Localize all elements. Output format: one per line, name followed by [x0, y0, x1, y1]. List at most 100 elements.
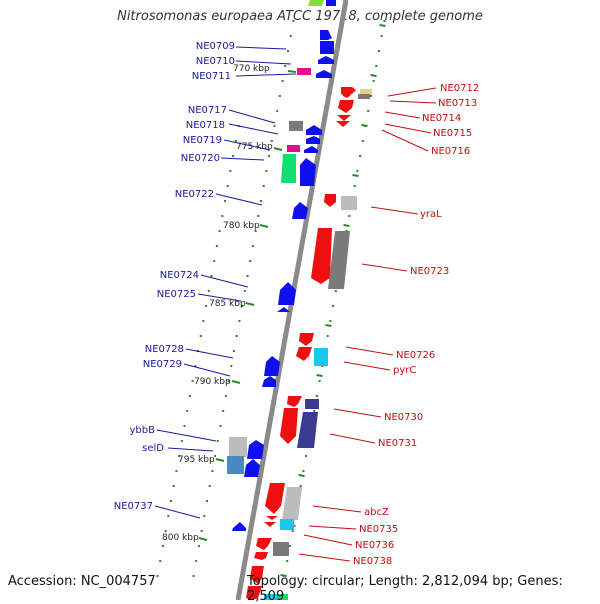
gene-label-ne0725[interactable]: NE0725: [157, 289, 196, 300]
gene-label-pyrc[interactable]: pyrC: [393, 365, 416, 376]
leader-line: [370, 206, 419, 215]
gene-feature: [281, 154, 296, 183]
track-tick: [270, 140, 273, 142]
leader-line: [343, 361, 391, 371]
leader-line: [312, 505, 362, 513]
gene-feature: [289, 121, 303, 131]
gene-label-ybbb[interactable]: ybbB: [130, 425, 156, 436]
track-tick: [221, 215, 224, 217]
gene-label-ne0712[interactable]: NE0712: [440, 83, 479, 94]
gene-label-ne0714[interactable]: NE0714: [422, 113, 461, 124]
gene-label-yral[interactable]: yraL: [420, 209, 442, 220]
gene-label-seld[interactable]: selD: [142, 443, 164, 454]
gene-label-ne0719[interactable]: NE0719: [183, 135, 222, 146]
gene-feature: [336, 121, 350, 127]
track-tick: [329, 320, 332, 322]
gene-label-ne0724[interactable]: NE0724: [160, 270, 199, 281]
gene-label-ne0711[interactable]: NE0711: [192, 71, 231, 82]
track-tick: [188, 395, 191, 397]
gene-label-ne0728[interactable]: NE0728: [145, 344, 184, 355]
kbp-label: 785 kbp: [209, 299, 246, 309]
gene-label-ne0718[interactable]: NE0718: [186, 120, 225, 131]
track-tick: [224, 395, 227, 397]
track-tick: [186, 410, 189, 412]
track-tick: [172, 485, 175, 487]
track-tick: [348, 215, 351, 217]
track-tick: [257, 215, 260, 217]
leader-line: [223, 139, 271, 151]
track-tick: [238, 320, 241, 322]
gene-feature: [337, 115, 351, 121]
gene-label-ne0717[interactable]: NE0717: [188, 105, 227, 116]
track-tick: [356, 170, 359, 172]
track-tick: [167, 515, 170, 517]
leader-line: [345, 346, 394, 356]
track-tick: [369, 95, 372, 97]
gene-feature: [264, 594, 278, 600]
track-tick: [229, 170, 232, 172]
gene-feature: [326, 0, 336, 6]
track-tick: [216, 440, 219, 442]
gene-feature: [297, 68, 311, 75]
leader-line: [308, 525, 357, 530]
leader-line: [154, 505, 201, 519]
gene-label-ne0737[interactable]: NE0737: [114, 501, 153, 512]
gene-feature: [304, 146, 318, 153]
track-dash: [298, 474, 305, 477]
gene-feature: [306, 125, 322, 135]
gene-feature: [299, 333, 314, 346]
gene-feature: [278, 594, 288, 600]
leader-line: [387, 87, 437, 97]
track-tick: [230, 365, 233, 367]
track-dash: [352, 174, 359, 177]
gene-feature: [282, 487, 302, 520]
gene-label-ne0726[interactable]: NE0726: [396, 350, 435, 361]
gene-feature: [316, 70, 332, 78]
gene-feature: [297, 412, 318, 448]
gene-label-ne0736[interactable]: NE0736: [355, 540, 394, 551]
gene-feature: [227, 456, 244, 474]
gene-label-ne0738[interactable]: NE0738: [353, 556, 392, 567]
gene-label-ne0710[interactable]: NE0710: [196, 56, 235, 67]
gene-feature: [306, 136, 320, 144]
gene-label-abcz[interactable]: abcZ: [364, 507, 389, 518]
track-tick: [241, 305, 244, 307]
leader-line: [384, 123, 432, 134]
gene-label-ne0723[interactable]: NE0723: [410, 266, 449, 277]
gene-label-ne0722[interactable]: NE0722: [175, 189, 214, 200]
gene-label-ne0715[interactable]: NE0715: [433, 128, 472, 139]
track-tick: [361, 140, 364, 142]
gene-feature: [358, 94, 370, 99]
gene-label-ne0720[interactable]: NE0720: [181, 153, 220, 164]
right-leader-lines: [298, 87, 437, 562]
gene-label-ne0735[interactable]: NE0735: [359, 524, 398, 535]
track-tick: [302, 470, 305, 472]
track-tick: [268, 155, 271, 157]
track-tick: [194, 365, 197, 367]
gene-feature: [265, 483, 285, 514]
kbp-label: 790 kbp: [194, 377, 231, 387]
gene-feature: [292, 202, 308, 219]
track-tick: [273, 125, 276, 127]
gene-label-ne0730[interactable]: NE0730: [384, 412, 423, 423]
map-title: Nitrosomonas europaea ATCC 19718, comple…: [117, 9, 483, 24]
track-tick: [284, 65, 287, 67]
gene-label-ne0729[interactable]: NE0729: [143, 359, 182, 370]
leader-line: [381, 129, 429, 152]
track-tick: [315, 395, 318, 397]
gene-feature: [341, 196, 357, 210]
gene-label-ne0731[interactable]: NE0731: [378, 438, 417, 449]
track-tick: [299, 485, 302, 487]
track-tick: [191, 380, 194, 382]
gene-label-ne0709[interactable]: NE0709: [196, 41, 235, 52]
gene-label-ne0716[interactable]: NE0716: [431, 146, 470, 157]
gene-feature: [247, 440, 264, 459]
track-tick: [180, 440, 183, 442]
kbp-label: 770 kbp: [233, 64, 270, 74]
track-tick: [260, 200, 262, 202]
leader-line: [235, 73, 297, 77]
gene-label-ne0713[interactable]: NE0713: [438, 98, 477, 109]
track-tick: [227, 380, 230, 382]
gene-feature: [324, 194, 336, 207]
track-tick: [203, 515, 206, 517]
